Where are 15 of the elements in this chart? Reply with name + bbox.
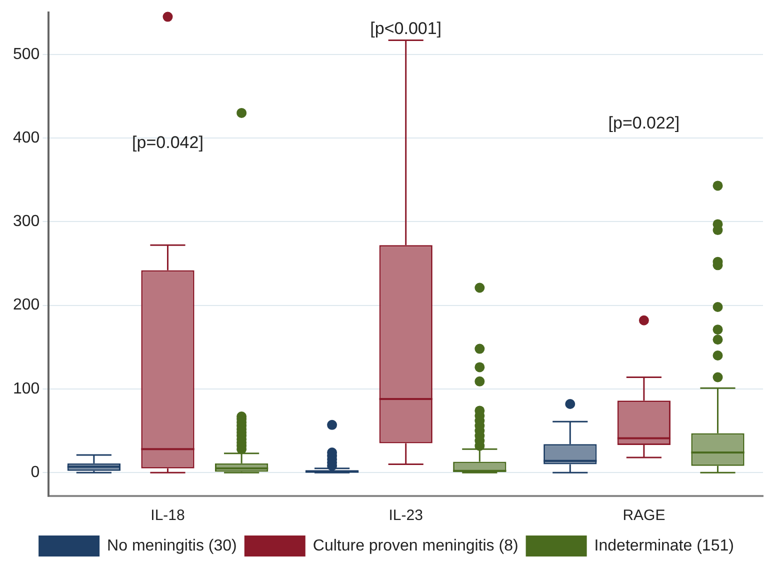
x-tick-label: IL-18 [150,507,185,524]
y-tick-label: 0 [30,464,40,481]
annotation: [p<0.001] [370,19,442,38]
legend-label: Indeterminate (151) [594,537,734,554]
y-tick-label: 300 [12,213,40,230]
legend-label: Culture proven meningitis (8) [312,537,518,554]
x-tick-label: RAGE [622,507,666,524]
annotation: [p=0.042] [132,132,204,152]
y-tick-label: 500 [12,46,40,63]
x-tick-label: IL-23 [388,507,423,524]
y-tick-label: 200 [12,296,40,314]
legend-label: No meningitis (30) [107,537,237,554]
y-tick-label: 100 [12,380,40,398]
annotation: [p=0.022] [608,113,680,132]
y-tick-label: 400 [12,129,40,146]
